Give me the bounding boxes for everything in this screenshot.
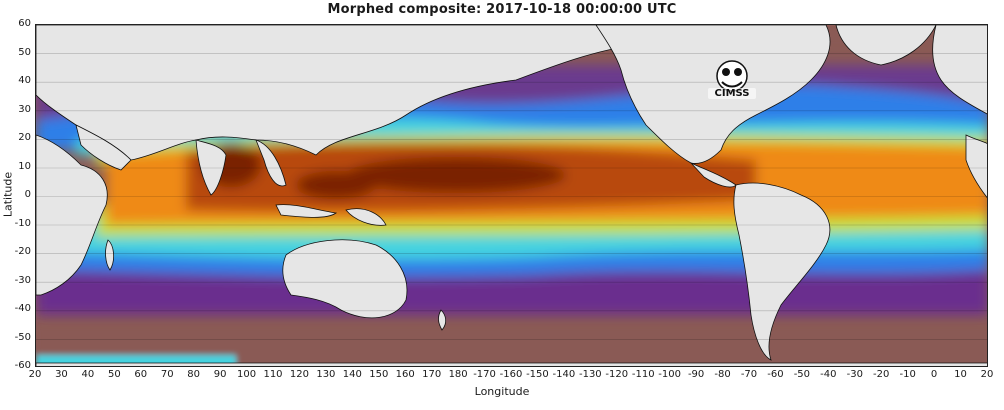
x-tick-label: -150 xyxy=(526,369,549,380)
y-tick-label: -30 xyxy=(14,274,31,286)
cimss-logo: CIMSS xyxy=(708,58,756,102)
x-tick-label: -80 xyxy=(714,369,731,380)
y-tick-label: -10 xyxy=(14,217,31,229)
x-tick-label: -120 xyxy=(605,369,629,380)
x-tick-label: -160 xyxy=(499,369,523,380)
y-tick-label: 20 xyxy=(18,132,31,143)
map-title: Morphed composite: 2017-10-18 00:00:00 U… xyxy=(327,2,677,17)
x-tick-label: -110 xyxy=(631,369,655,380)
y-tick-label: -50 xyxy=(14,331,31,343)
x-tick-label: -40 xyxy=(820,369,837,380)
x-tick-label: -60 xyxy=(767,369,784,380)
x-tick-label: -70 xyxy=(740,369,758,380)
y-tick-label: -60 xyxy=(14,360,31,371)
x-tick-label: -20 xyxy=(873,369,890,380)
x-tick-label: 180 xyxy=(448,369,468,380)
x-tick-label: 110 xyxy=(263,369,283,380)
y-tick-label: -40 xyxy=(14,303,31,314)
x-tick-label: 90 xyxy=(213,369,227,380)
logo-text: CIMSS xyxy=(708,88,756,99)
x-tick-label: 150 xyxy=(369,369,389,380)
x-tick-label: 20 xyxy=(28,369,42,380)
x-tick-label: 70 xyxy=(160,369,174,380)
x-tick-label: 10 xyxy=(954,369,967,380)
x-tick-label: 40 xyxy=(81,369,95,380)
land-india xyxy=(195,139,227,196)
x-tick-label: 0 xyxy=(930,369,938,380)
x-tick-label: 50 xyxy=(107,369,121,380)
y-tick-label: 60 xyxy=(18,18,31,29)
x-tick-label: 160 xyxy=(395,369,415,380)
x-tick-label: -130 xyxy=(578,369,602,380)
x-tick-label: 60 xyxy=(134,369,148,380)
x-axis-label: Longitude xyxy=(474,385,530,398)
y-tick-label: -20 xyxy=(14,246,31,257)
x-tick-label: -50 xyxy=(793,369,811,380)
x-tick-label: -100 xyxy=(658,369,681,380)
y-tick-label: 30 xyxy=(18,103,31,115)
x-tick-label: 30 xyxy=(55,369,68,380)
x-tick-label: 130 xyxy=(316,369,336,380)
x-tick-label: 100 xyxy=(237,369,257,380)
map-canvas xyxy=(36,25,987,366)
x-tick-label: -90 xyxy=(687,369,705,380)
y-tick-label: 0 xyxy=(24,189,31,200)
x-tick-label: -170 xyxy=(473,369,496,380)
land-africa xyxy=(36,134,108,296)
y-tick-label: 50 xyxy=(18,46,31,58)
x-tick-label: 120 xyxy=(289,369,309,380)
x-tick-label: 140 xyxy=(342,369,362,380)
y-tick-label: 10 xyxy=(18,160,31,172)
land-australia xyxy=(282,239,408,319)
x-tick-label: -30 xyxy=(846,369,863,380)
land-south-america xyxy=(733,182,831,361)
x-tick-label: -140 xyxy=(552,369,576,380)
x-tick-label: 170 xyxy=(422,369,442,380)
graticule xyxy=(36,53,987,340)
x-tick-label: 20 xyxy=(980,369,994,380)
land-antarctica xyxy=(36,362,987,366)
y-tick-label: 40 xyxy=(18,75,31,86)
precipitable-water-map: CIMSS xyxy=(35,24,988,367)
x-tick-label: 80 xyxy=(187,369,201,380)
land-greenland xyxy=(835,25,937,66)
x-tick-label: -10 xyxy=(899,369,916,380)
